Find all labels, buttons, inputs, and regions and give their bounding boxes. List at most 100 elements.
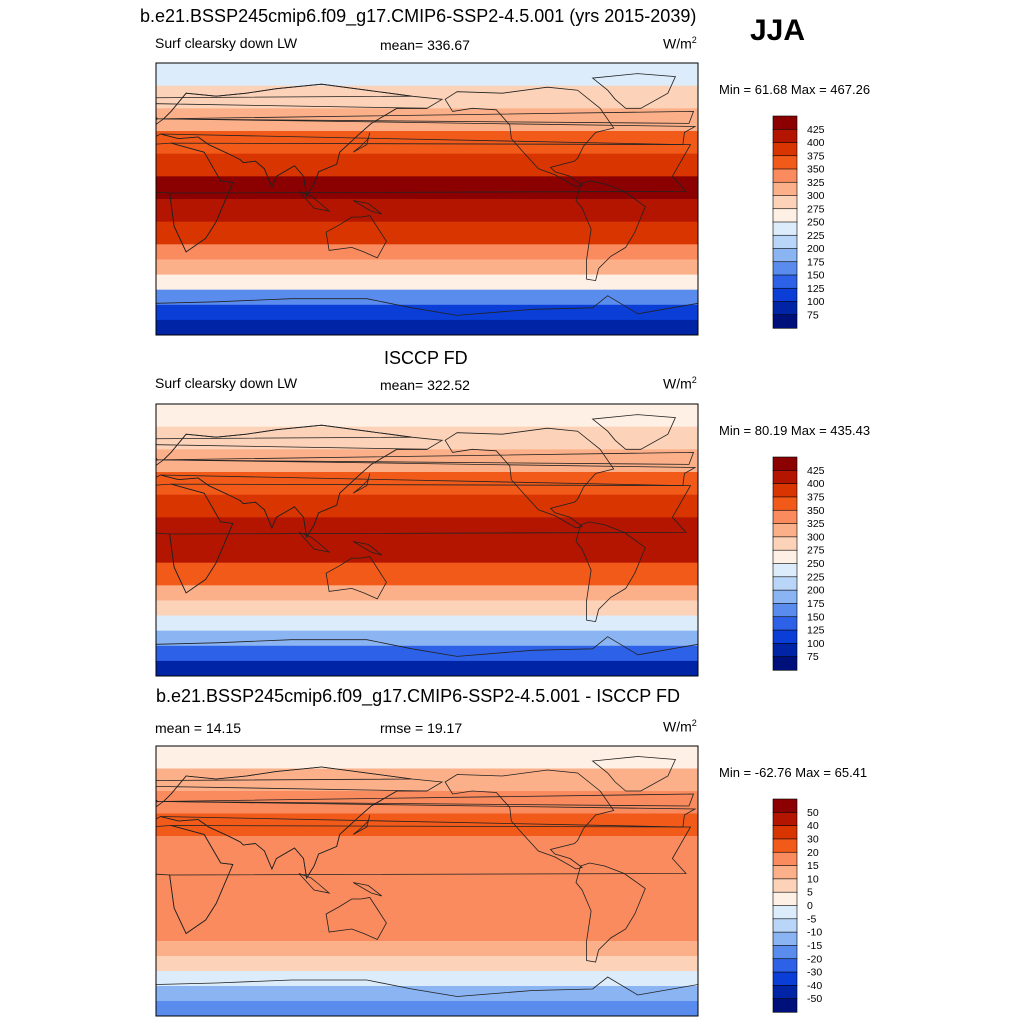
panel2-title: ISCCP FD bbox=[384, 348, 468, 368]
coastline-4 bbox=[575, 180, 646, 282]
lat-band-9 bbox=[156, 941, 698, 957]
colorbar-tick-label: 125 bbox=[807, 283, 825, 295]
coastline-2 bbox=[325, 897, 387, 941]
colorbar-swatch bbox=[772, 945, 798, 960]
lat-band-5 bbox=[156, 517, 698, 541]
colorbar-tick-label: 300 bbox=[807, 531, 825, 543]
colorbar-tick-label: 225 bbox=[807, 571, 825, 583]
colorbar-tick-label: 325 bbox=[807, 177, 825, 189]
colorbar-swatch bbox=[772, 656, 798, 671]
colorbar-swatch bbox=[772, 603, 798, 618]
lat-band-5 bbox=[156, 858, 698, 882]
lat-band-12 bbox=[156, 986, 698, 1002]
coastline-6 bbox=[298, 532, 331, 553]
colorbar-tick-label: 0 bbox=[807, 900, 813, 912]
colorbar-swatch bbox=[772, 142, 798, 157]
coastline-3 bbox=[444, 769, 615, 870]
panel3-rmse-label: rmse = 19.17 bbox=[380, 720, 463, 736]
colorbar-tick-label: 375 bbox=[807, 491, 825, 503]
coastline-9 bbox=[352, 882, 383, 897]
colorbar-tick-label: 10 bbox=[807, 873, 819, 885]
colorbar-swatch bbox=[772, 115, 798, 130]
coastline-3 bbox=[444, 427, 615, 529]
colorbar-tick-label: 425 bbox=[807, 124, 825, 136]
map-frame-1 bbox=[155, 62, 699, 336]
colorbar-swatch bbox=[772, 168, 798, 183]
colorbar-tick-label: -30 bbox=[807, 967, 822, 979]
coastline-4 bbox=[575, 862, 646, 963]
colorbar-tick-label: 40 bbox=[807, 820, 819, 832]
lat-band-0 bbox=[156, 63, 698, 87]
colorbar-swatch bbox=[772, 812, 798, 827]
colorbar-swatch bbox=[772, 536, 798, 551]
colorbar-tick-label: 30 bbox=[807, 833, 819, 845]
coastline-antarctica bbox=[156, 295, 698, 316]
lat-band-7 bbox=[156, 562, 698, 586]
colorbar-swatch bbox=[772, 128, 798, 144]
colorbar-swatch bbox=[772, 905, 798, 920]
panel2-units: W/m2 bbox=[663, 375, 697, 392]
colorbar-swatch bbox=[772, 496, 798, 511]
colorbar-swatch bbox=[772, 549, 798, 565]
lat-band-13 bbox=[156, 319, 698, 335]
colorbar-tick-label: 425 bbox=[807, 465, 825, 477]
lat-band-1 bbox=[156, 426, 698, 450]
colorbar-tick-label: 175 bbox=[807, 256, 825, 268]
coastline-0-1 bbox=[156, 483, 234, 594]
colorbar-swatch bbox=[772, 483, 798, 498]
map-panel-2 bbox=[155, 403, 699, 677]
panel1-variable-label: Surf clearsky down LW bbox=[155, 35, 298, 51]
lat-band-13 bbox=[156, 1001, 698, 1016]
lat-band-11 bbox=[156, 289, 698, 306]
colorbar-tick-label: 150 bbox=[807, 611, 825, 623]
coastline-8-0 bbox=[157, 451, 695, 465]
lat-band-4 bbox=[156, 494, 698, 518]
lat-band-11 bbox=[156, 630, 698, 647]
colorbar-swatch bbox=[772, 931, 798, 947]
lat-band-8 bbox=[156, 585, 698, 601]
colorbar-swatch bbox=[772, 509, 798, 525]
lat-band-6 bbox=[156, 540, 698, 564]
lat-band-7 bbox=[156, 903, 698, 927]
colorbar-swatch bbox=[772, 878, 798, 893]
lat-band-6 bbox=[156, 199, 698, 223]
colorbar-tick-label: 150 bbox=[807, 270, 825, 282]
coastline-4 bbox=[575, 521, 646, 623]
season-label: JJA bbox=[750, 14, 806, 47]
colorbar-swatch bbox=[772, 798, 798, 813]
colorbar-tick-label: 350 bbox=[807, 505, 825, 517]
lat-band-4 bbox=[156, 153, 698, 177]
colorbar-swatch bbox=[772, 891, 798, 907]
lat-band-1 bbox=[156, 85, 698, 109]
lat-band-3 bbox=[156, 131, 698, 155]
coastline-3 bbox=[444, 86, 615, 188]
panel2-mean-label: mean= 322.52 bbox=[380, 377, 470, 393]
panel3-title: b.e21.BSSP245cmip6.f09_g17.CMIP6-SSP2-4.… bbox=[156, 686, 680, 706]
coastline-2 bbox=[325, 215, 387, 259]
coastline-5 bbox=[591, 73, 676, 109]
colorbar-tick-label: 5 bbox=[807, 887, 813, 899]
colorbar-swatch bbox=[772, 470, 798, 485]
lat-band-11 bbox=[156, 971, 698, 987]
lat-band-8 bbox=[156, 244, 698, 260]
colorbar-swatch bbox=[772, 918, 798, 933]
lat-band-3 bbox=[156, 472, 698, 496]
colorbar-swatch bbox=[772, 456, 798, 471]
lat-band-2 bbox=[156, 449, 698, 473]
colorbar-swatch bbox=[772, 523, 798, 538]
lat-band-12 bbox=[156, 304, 698, 321]
coastline-8-0 bbox=[157, 793, 695, 807]
colorbar-swatch bbox=[772, 616, 798, 631]
lat-band-10 bbox=[156, 956, 698, 972]
colorbar-swatch bbox=[772, 563, 798, 578]
panel1-mean-label: mean= 336.67 bbox=[380, 37, 470, 53]
colorbar-tick-label: 300 bbox=[807, 190, 825, 202]
colorbar-swatch bbox=[772, 301, 798, 316]
panel1-units: W/m2 bbox=[663, 35, 697, 52]
coastline-7 bbox=[352, 473, 371, 494]
colorbar-tick-label: -50 bbox=[807, 993, 822, 1005]
colorbar-swatch bbox=[772, 221, 798, 236]
coastline-1-1 bbox=[156, 83, 428, 198]
colorbar-swatch bbox=[772, 195, 798, 210]
